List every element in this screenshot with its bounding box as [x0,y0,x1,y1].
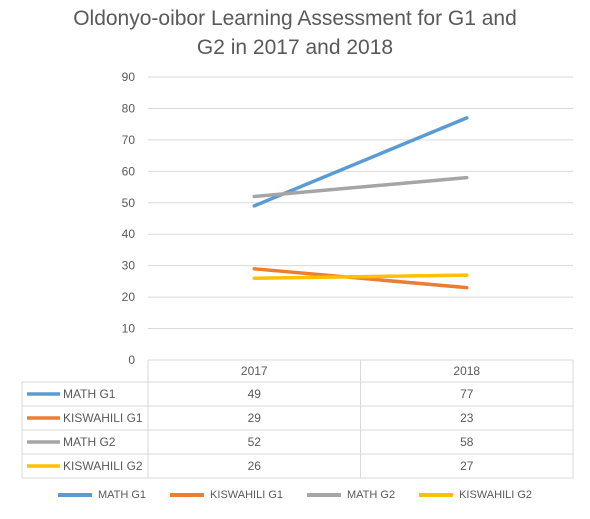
series-line-1 [252,116,469,208]
table-series-label: MATH G2 [63,435,116,449]
table-value: 49 [248,387,262,401]
y-tick-label: 30 [122,259,136,273]
y-tick-label: 80 [122,101,136,115]
table-value: 52 [248,435,262,449]
series-line-3 [252,175,469,199]
category-label: 2017 [241,364,268,378]
legend-swatch [170,493,205,497]
y-tick-label: 60 [122,164,136,178]
legend-swatch [57,493,92,497]
table-value: 58 [460,435,474,449]
chart-title-line-1: Oldonyo-oibor Learning Assessment for G1… [73,7,517,30]
table-series-label: KISWAHILI G2 [63,459,143,473]
y-tick-label: 90 [122,70,136,84]
y-tick-label: 20 [122,290,136,304]
table-value: 27 [460,459,474,473]
legend-item: KISWAHILI G2 [419,489,532,501]
y-tick-label: 0 [128,353,135,367]
y-tick-label: 50 [122,196,136,210]
legend-label: KISWAHILI G1 [210,489,283,501]
chart-title: Oldonyo-oibor Learning Assessment for G1… [0,4,590,62]
legend-label: MATH G2 [347,489,396,501]
table-value: 23 [460,411,474,425]
table-series-label: MATH G1 [63,387,116,401]
series-line-4 [252,273,469,280]
table-value: 29 [248,411,262,425]
table-value: 77 [460,387,474,401]
chart-title-line-2: G2 in 2017 and 2018 [196,36,394,59]
y-tick-label: 40 [122,227,136,241]
table-value: 26 [248,459,262,473]
legend-item: KISWAHILI G1 [170,489,283,501]
legend-item: MATH G2 [307,489,395,501]
y-tick-label: 70 [122,133,136,147]
legend-swatch [307,493,341,497]
legend: MATH G1 KISWAHILI G1 MATH G2 KISWAHILI G2 [0,489,590,501]
legend-label: KISWAHILI G2 [459,489,533,501]
legend-swatch [419,493,454,497]
legend-label: MATH G1 [97,489,147,501]
legend-item: MATH G1 [57,489,147,501]
y-tick-label: 10 [122,322,136,336]
category-label: 2018 [453,364,480,378]
table-series-label: KISWAHILI G1 [63,411,143,425]
